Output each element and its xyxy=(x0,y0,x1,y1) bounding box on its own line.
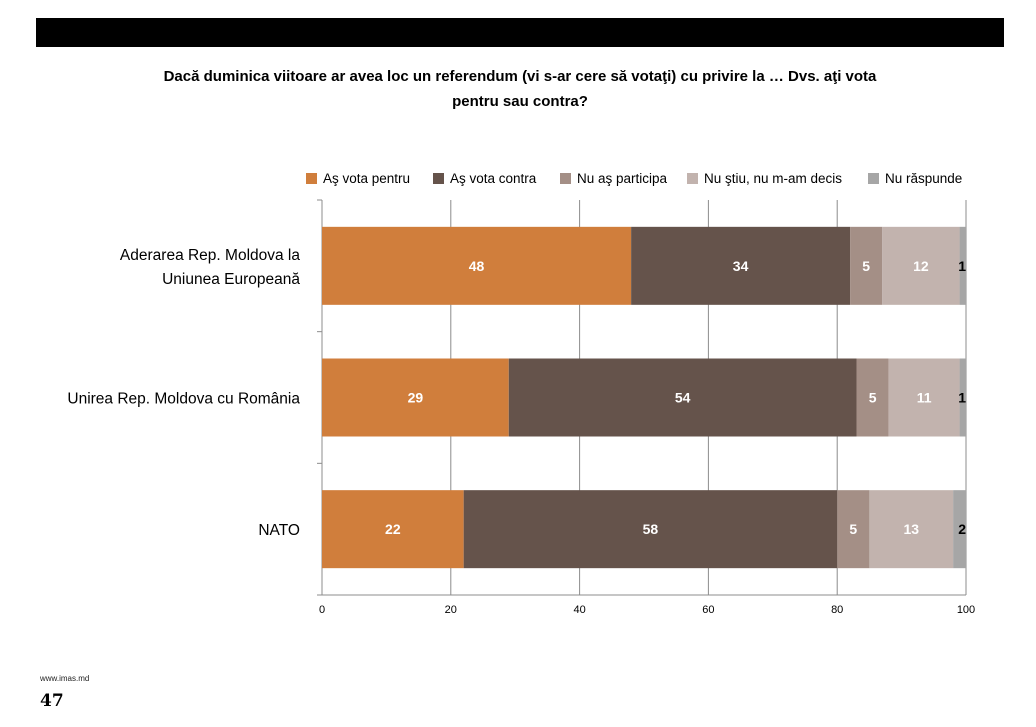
bar-segment xyxy=(322,226,632,305)
data-label: 5 xyxy=(862,258,870,274)
bar-segment xyxy=(882,226,960,305)
bar-segment xyxy=(322,490,464,569)
bar-segment xyxy=(837,490,870,569)
data-label: 34 xyxy=(733,258,749,274)
legend-label: Nu ştiu, nu m-am decis xyxy=(704,171,842,186)
title-line: pentru sau contra? xyxy=(452,93,588,110)
category-label: NATO xyxy=(258,522,300,539)
bar-segment xyxy=(856,358,889,437)
title-line: Dacă duminica viitoare ar avea loc un re… xyxy=(163,68,877,85)
data-label: 29 xyxy=(408,390,424,406)
bar-segment xyxy=(953,490,966,569)
x-tick-label: 20 xyxy=(445,604,457,616)
footer-url: www.imas.md xyxy=(40,674,90,683)
x-tick-label: 0 xyxy=(319,604,325,616)
chart-title: Dacă duminica viitoare ar avea loc un re… xyxy=(60,64,980,114)
legend-label: Aş vota pentru xyxy=(323,171,410,186)
bar-segment xyxy=(959,226,966,305)
legend-swatch xyxy=(868,173,879,184)
bar-segment xyxy=(888,358,960,437)
x-tick-label: 100 xyxy=(957,604,975,616)
category-label: Uniunea Europeană xyxy=(162,271,300,288)
legend-swatch xyxy=(560,173,571,184)
bar-segment xyxy=(463,490,838,569)
x-tick-label: 80 xyxy=(831,604,843,616)
bar-segment xyxy=(322,358,509,437)
legend-swatch xyxy=(687,173,698,184)
legend-label: Aş vota contra xyxy=(450,171,537,186)
bar-segment xyxy=(508,358,857,437)
category-label: Aderarea Rep. Moldova la xyxy=(120,247,300,264)
category-label: Unirea Rep. Moldova cu România xyxy=(67,391,300,408)
x-tick-label: 40 xyxy=(573,604,585,616)
legend-swatch xyxy=(306,173,317,184)
legend-label: Nu aş participa xyxy=(577,171,668,186)
bar-segment xyxy=(959,358,966,437)
data-label: 54 xyxy=(675,390,691,406)
legend-swatch xyxy=(433,173,444,184)
x-tick-label: 60 xyxy=(702,604,714,616)
page-number: 47 xyxy=(40,691,64,711)
data-label: 22 xyxy=(385,521,401,537)
data-label: 1 xyxy=(958,258,966,274)
data-label: 13 xyxy=(903,521,919,537)
bar-segment xyxy=(850,226,883,305)
header-bar xyxy=(36,18,1004,47)
data-label: 2 xyxy=(958,521,966,537)
data-label: 11 xyxy=(917,390,932,406)
data-label: 12 xyxy=(913,258,929,274)
data-label: 5 xyxy=(869,390,877,406)
data-label: 1 xyxy=(958,390,966,406)
bar-segment xyxy=(869,490,954,569)
legend-label: Nu răspunde xyxy=(885,171,962,186)
data-label: 5 xyxy=(849,521,857,537)
data-label: 48 xyxy=(469,258,485,274)
bar-segment xyxy=(631,226,851,305)
data-label: 58 xyxy=(643,521,659,537)
